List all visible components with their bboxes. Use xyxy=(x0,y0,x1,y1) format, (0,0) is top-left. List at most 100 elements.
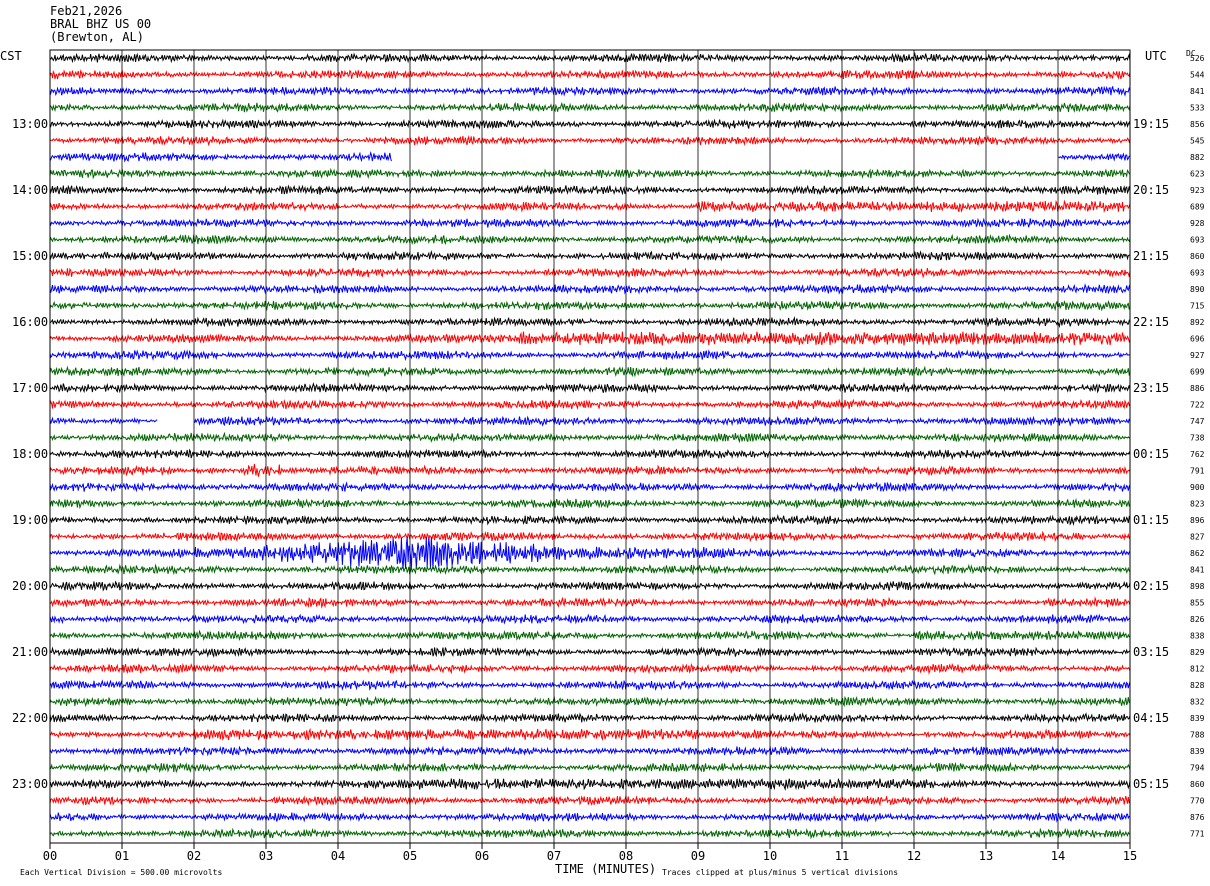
dc-offset-label: 927 xyxy=(1190,351,1205,360)
dc-offset-label: 693 xyxy=(1190,269,1205,278)
x-tick-label: 08 xyxy=(619,849,633,863)
seismic-trace xyxy=(49,448,1131,461)
cst-hour-label: 17:00 xyxy=(12,381,48,395)
seismic-trace xyxy=(49,398,1131,410)
utc-hour-label: 03:15 xyxy=(1133,645,1169,659)
seismic-trace xyxy=(49,662,1131,675)
seismic-trace xyxy=(49,365,1131,378)
x-tick-label: 15 xyxy=(1123,849,1137,863)
x-tick-label: 07 xyxy=(547,849,561,863)
seismic-trace xyxy=(49,646,1131,658)
seismic-trace xyxy=(49,745,1131,757)
x-tick-label: 14 xyxy=(1051,849,1065,863)
dc-offset-label: 823 xyxy=(1190,500,1205,509)
utc-hour-label: 00:15 xyxy=(1133,447,1169,461)
x-tick-label: 09 xyxy=(691,849,705,863)
x-tick-label: 02 xyxy=(187,849,201,863)
cst-hour-label: 15:00 xyxy=(12,249,48,263)
dc-offset-label: 533 xyxy=(1190,104,1205,113)
cst-hour-label: 19:00 xyxy=(12,513,48,527)
utc-hour-label: 01:15 xyxy=(1133,513,1169,527)
dc-offset-label: 689 xyxy=(1190,203,1205,212)
dc-offset-label: 829 xyxy=(1190,648,1205,657)
cst-hour-label: 18:00 xyxy=(12,447,48,461)
utc-hour-label: 22:15 xyxy=(1133,315,1169,329)
x-tick-label: 06 xyxy=(475,849,489,863)
seismic-trace xyxy=(49,827,1130,840)
station-label: BRAL BHZ US 00 xyxy=(50,17,152,31)
right-timezone-label: UTC xyxy=(1145,49,1167,63)
dc-offset-label: 623 xyxy=(1190,170,1205,179)
dc-offset-label: 882 xyxy=(1190,153,1205,162)
dc-offset-label: 770 xyxy=(1190,797,1205,806)
seismic-trace xyxy=(49,68,1131,80)
dc-offset-label: 791 xyxy=(1190,467,1205,476)
dc-offset-label: 738 xyxy=(1190,434,1205,443)
x-tick-label: 00 xyxy=(43,849,57,863)
seismic-trace xyxy=(49,381,1131,394)
seismic-trace xyxy=(49,167,1131,180)
dc-offset-label: 890 xyxy=(1190,285,1205,294)
dc-offset-label: 839 xyxy=(1190,714,1205,723)
clip-note: Traces clipped at plus/minus 5 vertical … xyxy=(662,868,898,877)
utc-hour-label: 23:15 xyxy=(1133,381,1169,395)
dc-offset-label: 928 xyxy=(1190,219,1205,228)
utc-hour-label: 05:15 xyxy=(1133,777,1169,791)
seismic-trace xyxy=(49,629,1131,642)
seismic-trace xyxy=(49,267,1131,279)
x-tick-label: 11 xyxy=(835,849,849,863)
seismic-trace xyxy=(49,679,1131,692)
x-tick-label: 03 xyxy=(259,849,273,863)
dc-offset-label: 544 xyxy=(1190,71,1205,80)
seismic-trace xyxy=(49,300,1131,312)
dc-offset-label: 898 xyxy=(1190,582,1205,591)
seismic-trace xyxy=(49,415,1131,427)
cst-hour-label: 21:00 xyxy=(12,645,48,659)
seismic-trace xyxy=(49,596,1131,609)
dc-offset-label: 545 xyxy=(1190,137,1205,146)
seismic-trace xyxy=(49,283,1131,295)
utc-hour-label: 04:15 xyxy=(1133,711,1169,725)
seismic-trace xyxy=(49,563,1131,576)
scale-note: Each Vertical Division = 500.00 microvol… xyxy=(20,868,222,877)
utc-hour-label: 21:15 xyxy=(1133,249,1169,263)
dc-offset-label: 693 xyxy=(1190,236,1205,245)
dc-offset-label: 696 xyxy=(1190,335,1205,344)
utc-hour-label: 02:15 xyxy=(1133,579,1169,593)
seismic-trace xyxy=(49,316,1131,329)
dc-offset-label: 771 xyxy=(1190,830,1205,839)
left-timezone-label: CST xyxy=(0,49,22,63)
seismic-trace xyxy=(49,233,1131,246)
cst-hour-label: 23:00 xyxy=(12,777,48,791)
date-label: Feb21,2026 xyxy=(50,4,123,18)
seismic-trace xyxy=(49,85,1131,97)
dc-offset-label: 896 xyxy=(1190,516,1205,525)
dc-offset-label: 876 xyxy=(1190,813,1205,822)
seismic-trace xyxy=(49,530,1131,543)
seismic-trace xyxy=(49,481,1131,493)
seismic-trace xyxy=(49,51,1131,64)
dc-offset-label: 812 xyxy=(1190,665,1205,674)
cst-hour-label: 14:00 xyxy=(12,183,48,197)
dc-offset-label: 860 xyxy=(1190,780,1205,789)
cst-hour-label: 16:00 xyxy=(12,315,48,329)
x-tick-label: 01 xyxy=(115,849,129,863)
dc-offset-label: 923 xyxy=(1190,186,1205,195)
x-tick-label: 12 xyxy=(907,849,921,863)
utc-hour-label: 19:15 xyxy=(1133,117,1169,131)
dc-offset-label: 747 xyxy=(1190,417,1205,426)
x-tick-label: 05 xyxy=(403,849,417,863)
dc-offset-label: 826 xyxy=(1190,615,1205,624)
seismic-trace xyxy=(49,150,1130,163)
location-label: (Brewton, AL) xyxy=(50,30,144,44)
dc-offset-label: 722 xyxy=(1190,401,1205,410)
dc-offset-label: 900 xyxy=(1190,483,1205,492)
seismic-trace xyxy=(49,184,1131,196)
seismic-trace xyxy=(49,217,1131,229)
plot-frame xyxy=(49,49,1131,844)
dc-offset-label: 827 xyxy=(1190,533,1205,542)
cst-hour-label: 20:00 xyxy=(12,579,48,593)
seismic-trace xyxy=(49,249,1131,262)
dc-offset-label: 886 xyxy=(1190,384,1205,393)
dc-offset-label: 794 xyxy=(1190,764,1205,773)
